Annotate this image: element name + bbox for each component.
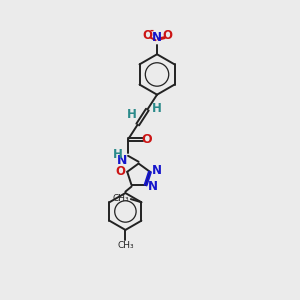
Text: O: O	[141, 133, 152, 146]
Text: H: H	[152, 102, 162, 115]
Text: N: N	[148, 179, 158, 193]
Text: N: N	[152, 164, 162, 177]
Text: -: -	[150, 26, 154, 36]
Text: CH₃: CH₃	[117, 241, 134, 250]
Text: H: H	[127, 108, 137, 121]
Text: O: O	[115, 165, 125, 178]
Text: H: H	[112, 148, 122, 160]
Text: O: O	[142, 29, 152, 42]
Text: N: N	[117, 154, 128, 167]
Text: O: O	[163, 29, 172, 42]
Text: CH₃: CH₃	[113, 194, 129, 203]
Text: N: N	[152, 31, 162, 44]
